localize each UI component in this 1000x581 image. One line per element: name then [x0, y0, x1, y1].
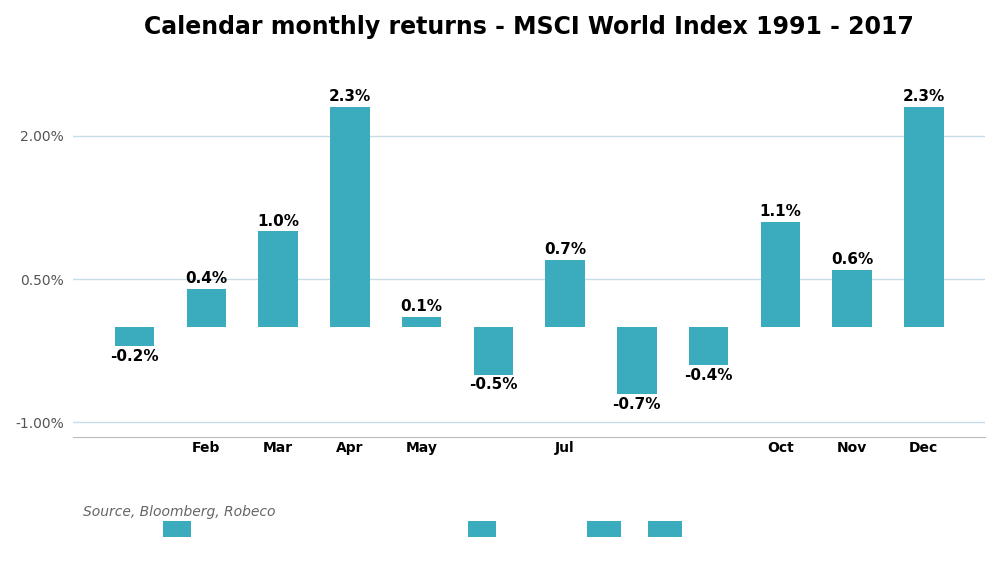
Bar: [904, 107, 944, 327]
Text: -0.2%: -0.2%: [110, 349, 159, 364]
Bar: [474, 327, 513, 375]
Text: -0.4%: -0.4%: [684, 368, 733, 383]
Bar: [832, 270, 872, 327]
Text: 0.7%: 0.7%: [544, 242, 586, 257]
Text: 2.3%: 2.3%: [903, 89, 945, 105]
Bar: [115, 327, 154, 346]
Bar: [545, 260, 585, 327]
Bar: [187, 289, 226, 327]
Text: Source, Bloomberg, Robeco: Source, Bloomberg, Robeco: [83, 505, 275, 519]
Text: 1.0%: 1.0%: [257, 214, 299, 228]
Bar: [617, 327, 657, 394]
Text: 1.1%: 1.1%: [759, 204, 801, 219]
Title: Calendar monthly returns - MSCI World Index 1991 - 2017: Calendar monthly returns - MSCI World In…: [144, 15, 914, 39]
Bar: [689, 327, 728, 365]
Bar: [761, 222, 800, 327]
Text: -0.7%: -0.7%: [613, 396, 661, 411]
Bar: [330, 107, 370, 327]
Text: 0.1%: 0.1%: [401, 299, 443, 314]
Text: 0.6%: 0.6%: [831, 252, 873, 267]
Bar: [402, 317, 441, 327]
Text: 2.3%: 2.3%: [329, 89, 371, 105]
Text: 0.4%: 0.4%: [185, 271, 227, 286]
Bar: [258, 231, 298, 327]
Text: -0.5%: -0.5%: [469, 378, 518, 392]
